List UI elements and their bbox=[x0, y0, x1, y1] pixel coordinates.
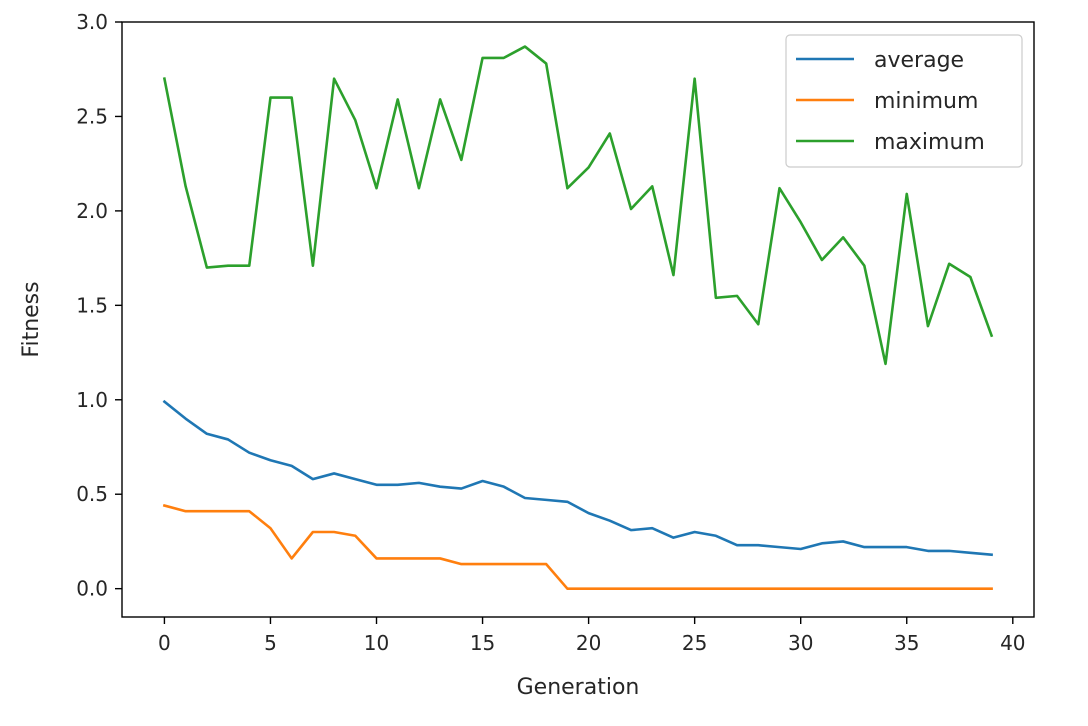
legend: average minimum maximum bbox=[785, 34, 1023, 168]
series-line-minimum bbox=[162, 503, 993, 590]
legend-box bbox=[785, 34, 1023, 168]
legend-label-average: average bbox=[874, 48, 964, 73]
x-tick-label: 15 bbox=[470, 631, 495, 655]
series-line-maximum bbox=[162, 45, 994, 366]
y-tick-label: 1.0 bbox=[76, 388, 108, 412]
legend-label-minimum: minimum bbox=[874, 89, 978, 114]
y-axis-label: Fitness bbox=[19, 281, 44, 357]
y-axis-ticks: 0.0 0.5 1.0 1.5 2.0 2.5 3.0 bbox=[76, 10, 122, 601]
x-tick-label: 35 bbox=[894, 631, 919, 655]
x-tick-label: 40 bbox=[1000, 631, 1025, 655]
series-line-average bbox=[162, 399, 993, 557]
y-tick-label: 3.0 bbox=[76, 10, 108, 34]
x-tick-label: 25 bbox=[682, 631, 707, 655]
x-tick-label: 20 bbox=[576, 631, 601, 655]
y-tick-label: 2.5 bbox=[76, 104, 108, 128]
x-axis-ticks: 0 5 10 15 20 25 30 35 40 bbox=[158, 617, 1026, 655]
y-tick-label: 0.5 bbox=[76, 482, 108, 506]
y-tick-label: 0.0 bbox=[76, 577, 108, 601]
x-tick-label: 0 bbox=[158, 631, 171, 655]
y-tick-label: 2.0 bbox=[76, 199, 108, 223]
plot-frame bbox=[121, 21, 1035, 618]
x-tick-label: 10 bbox=[364, 631, 389, 655]
legend-label-maximum: maximum bbox=[874, 130, 985, 155]
x-tick-label: 30 bbox=[788, 631, 813, 655]
x-tick-label: 5 bbox=[264, 631, 277, 655]
y-tick-label: 1.5 bbox=[76, 293, 108, 317]
plot-lines bbox=[162, 45, 994, 590]
x-axis-label: Generation bbox=[517, 675, 640, 700]
